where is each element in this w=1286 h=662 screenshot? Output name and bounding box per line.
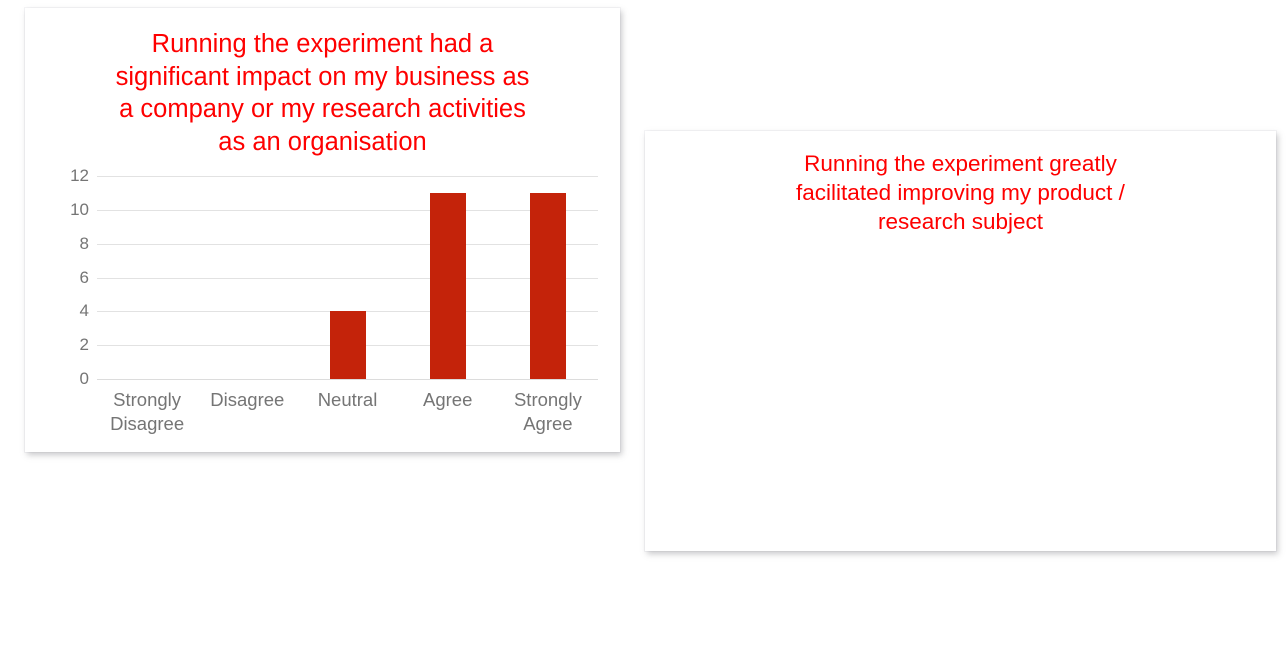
x-axis-tick-label: Strongly Disagree (110, 389, 185, 435)
y-axis-tick-label: 8 (79, 233, 89, 253)
bar-slot (97, 176, 197, 379)
x-axis-tick-label: Strongly Agree (513, 389, 582, 435)
bar[interactable] (429, 192, 466, 379)
plot-area: 12 10 8 6 4 2 0 Strongly Disagree Disagree Neutr… (25, 166, 620, 452)
chart-panel-impact: Running the experiment had a significant… (25, 8, 620, 452)
gridline (97, 243, 598, 245)
bar-slot (398, 176, 498, 379)
x-axis-tick-label: Neutral (317, 389, 378, 410)
chart-panel-product: Running the experiment greatly facilitat… (645, 131, 1276, 551)
y-axis-tick-label: 10 (70, 199, 89, 219)
y-axis-tick-label: 2 (79, 335, 89, 355)
y-axis-tick-label: 0 (79, 369, 89, 388)
x-axis: Strongly Disagree Disagree Neutral Agree Str… (97, 388, 598, 436)
bar[interactable] (329, 311, 366, 379)
gridline (97, 209, 598, 211)
y-axis-tick-label: 6 (79, 267, 89, 287)
axis-baseline (97, 379, 598, 380)
bar-slot (197, 176, 297, 379)
bar-slot (498, 176, 598, 379)
bar-slot (297, 176, 397, 379)
bar-series (97, 176, 598, 379)
gridline (97, 176, 598, 177)
x-axis-tick-label: Agree (423, 389, 473, 410)
y-axis-tick-label: 4 (79, 301, 89, 321)
chart-title: Running the experiment greatly facilitat… (796, 151, 1125, 234)
chart-title: Running the experiment had a significant… (115, 30, 530, 156)
gridline (97, 277, 598, 279)
y-axis-tick-label: 12 (70, 166, 89, 185)
x-axis-tick-label: Disagree (210, 389, 285, 410)
bar[interactable] (529, 192, 566, 379)
plot-area: 14121086420 Strongly DisagreeDisagreeNeu… (645, 381, 1276, 551)
